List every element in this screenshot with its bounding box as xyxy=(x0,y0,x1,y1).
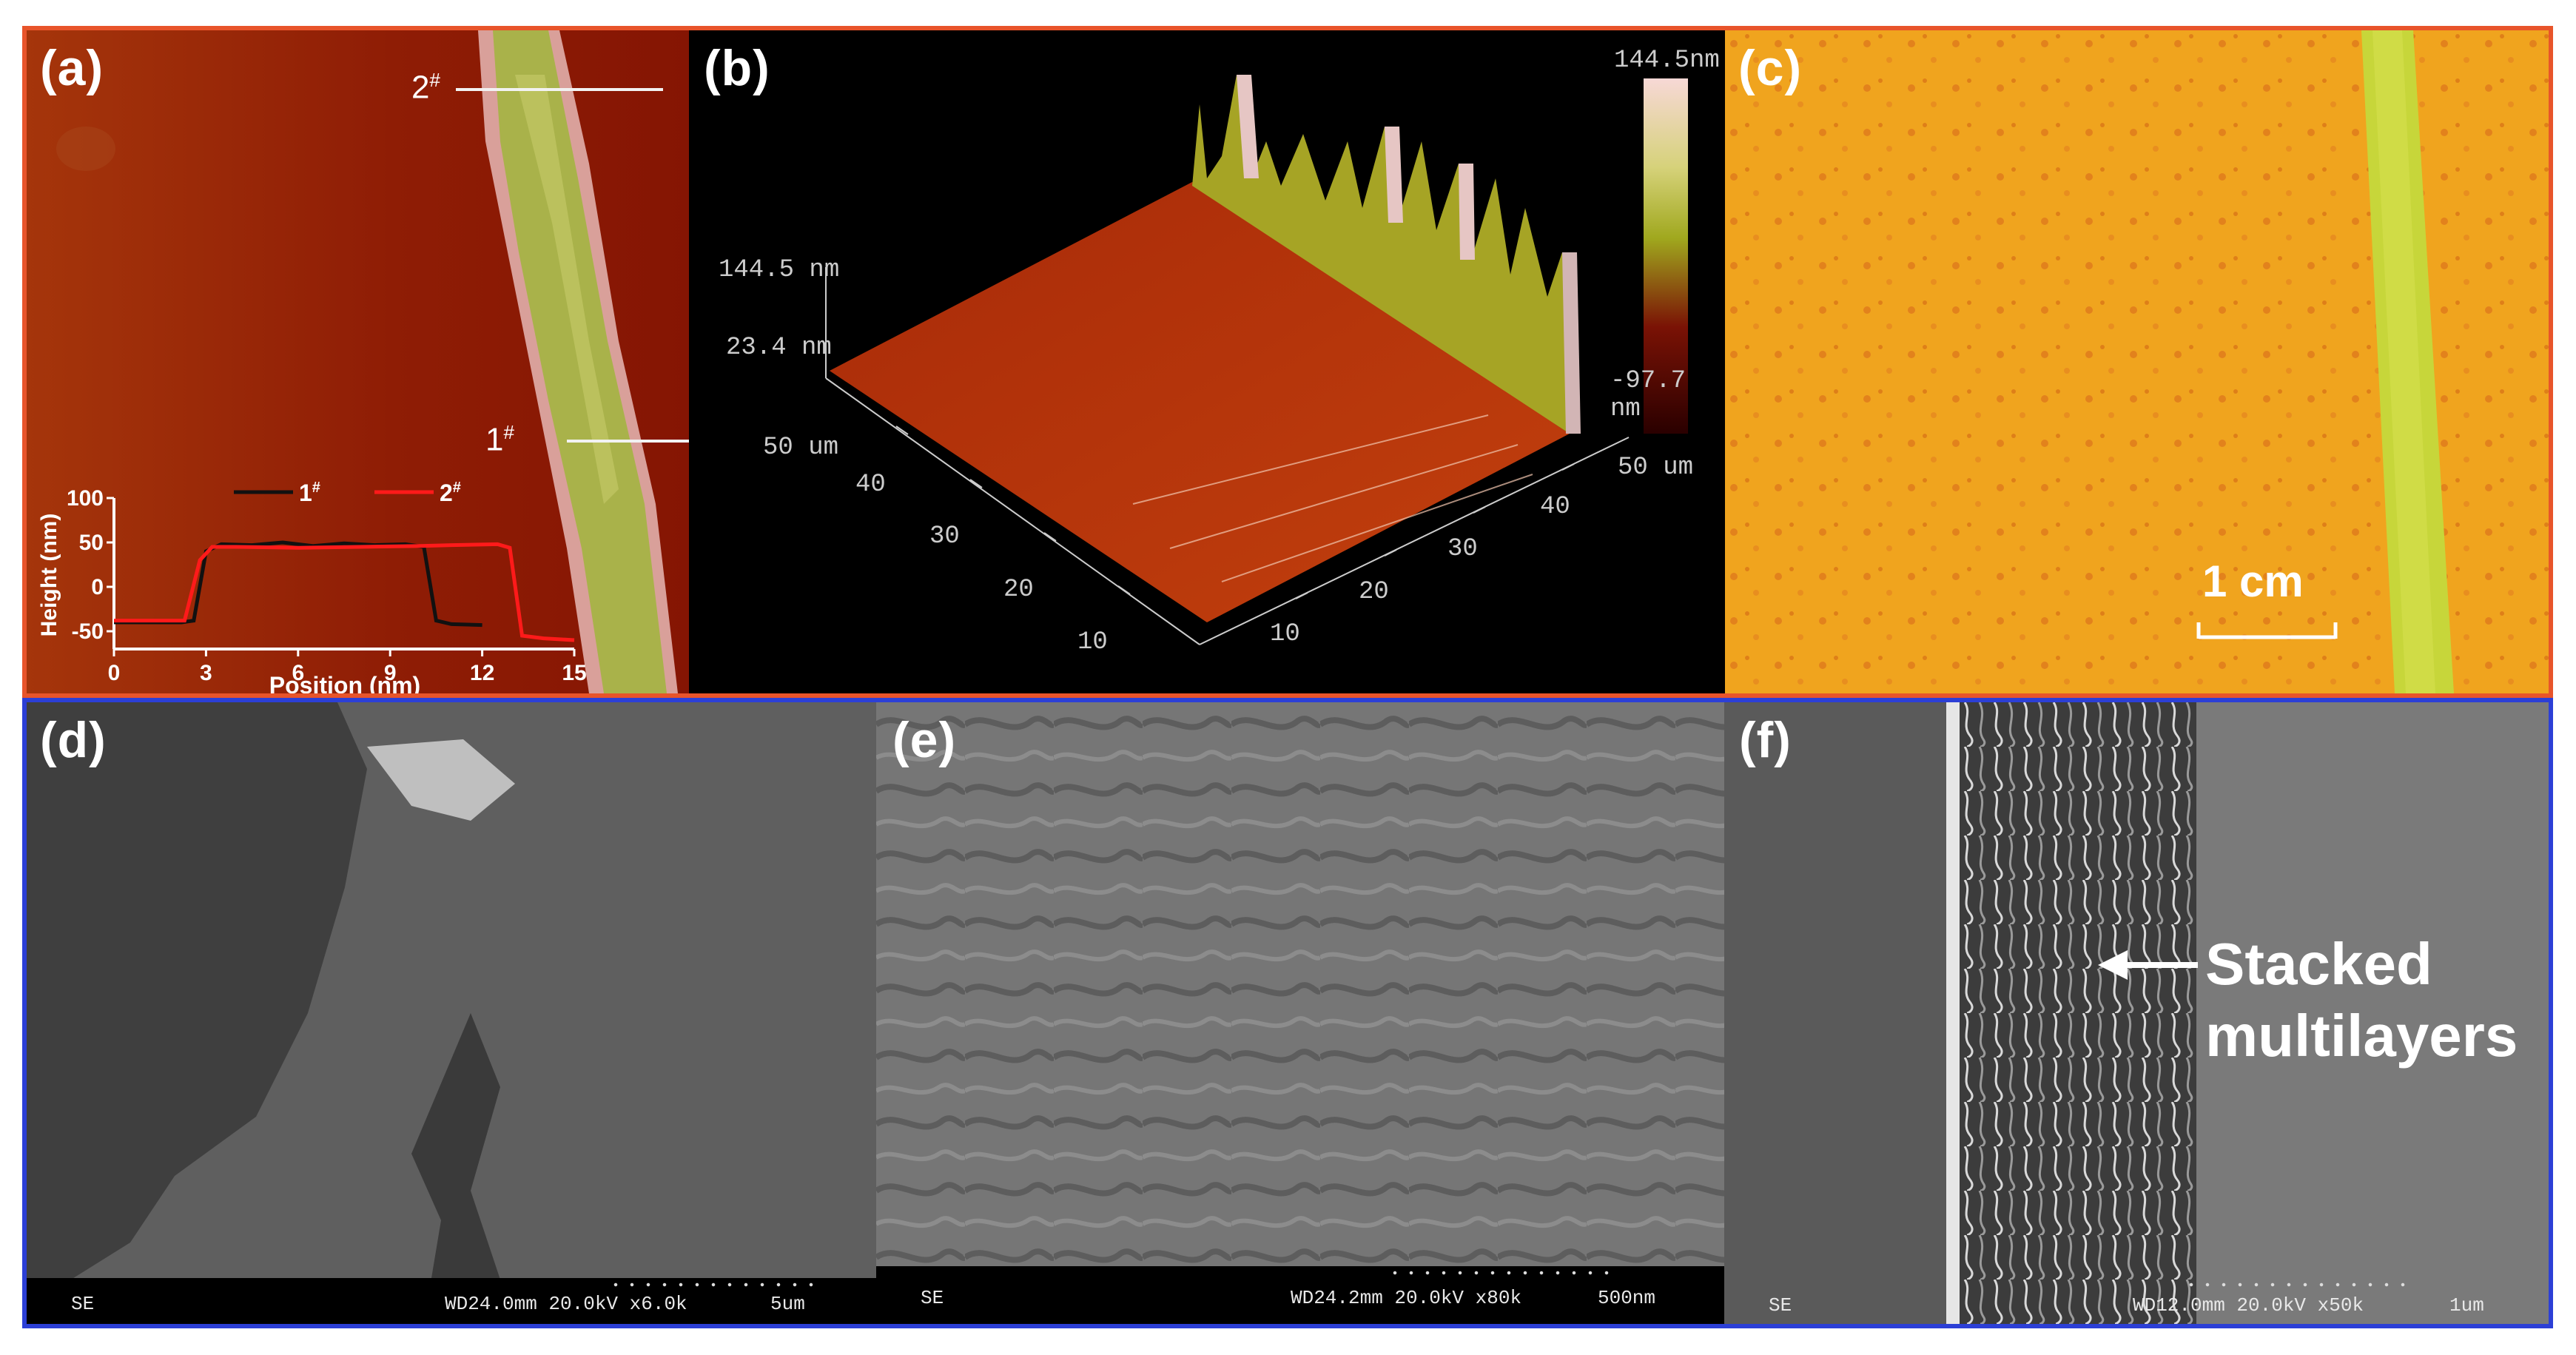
profile-series xyxy=(114,540,575,642)
scale-bar xyxy=(2196,622,2338,639)
annotation-line2: multilayers xyxy=(2205,1003,2518,1069)
afm-map-a xyxy=(27,30,689,693)
left-tick-30: 30 xyxy=(929,522,960,551)
sem-scale-f: 1um xyxy=(2449,1294,2484,1317)
sem-image-d xyxy=(27,702,876,1324)
arrow-icon xyxy=(2098,950,2198,980)
colorbar-min: -97.7 nm xyxy=(1610,367,1686,423)
legend-label-1: 1# xyxy=(299,480,320,506)
sem-info-f: WD12.0mm 20.0kV x50k xyxy=(2133,1294,2364,1317)
legend-label-2: 2# xyxy=(440,480,461,506)
optical-image-c xyxy=(1725,30,2549,693)
panel-e: (e) SE WD24.2mm 20.0kV x80k 500nm xyxy=(876,702,1724,1324)
series-line-2 xyxy=(114,542,575,642)
sem-scale-d: 5um xyxy=(770,1293,805,1315)
right-tick-10: 10 xyxy=(1270,620,1300,648)
left-axis-end: 50 um xyxy=(763,434,839,462)
right-tick-40: 40 xyxy=(1540,493,1570,521)
panel-a: (a) 2# 1# Height (nm) Position (nm) 100 5… xyxy=(27,30,689,693)
panel-e-label: (e) xyxy=(892,712,957,768)
y-ticks: 100 50 0 -50 xyxy=(67,486,114,644)
line-1-label: 1# xyxy=(485,421,514,458)
x-tick-label: 0 xyxy=(108,661,121,685)
panel-c-label: (c) xyxy=(1738,40,1803,96)
panel-b-label: (b) xyxy=(704,40,770,96)
colorbar xyxy=(1644,78,1688,434)
sem-mode-f: SE xyxy=(1769,1294,1792,1317)
sem-mode-d: SE xyxy=(71,1293,95,1315)
annotation-line1: Stacked xyxy=(2205,931,2432,997)
panel-d: (d) SE WD24.0mm 20.0kV x6.0k 5um xyxy=(27,702,876,1324)
legend: 1# 2# xyxy=(234,480,461,506)
panel-f-label: (f) xyxy=(1739,712,1792,768)
left-tick-20: 20 xyxy=(1003,576,1034,604)
right-tick-20: 20 xyxy=(1359,578,1389,606)
sem-image-e xyxy=(876,702,1724,1324)
line-2-label: 2# xyxy=(411,69,440,106)
x-tick-label: 15 xyxy=(562,661,586,685)
panel-d-label: (d) xyxy=(40,712,107,768)
y-tick-label: 100 xyxy=(67,486,104,511)
sem-info-bar-f: SE WD12.0mm 20.0kV x50k 1um xyxy=(1724,1278,2549,1324)
series-line-1 xyxy=(114,540,482,628)
sem-scale-e: 500nm xyxy=(1598,1287,1656,1309)
x-tick-label: 9 xyxy=(384,661,397,685)
panel-c: (c) 1 cm xyxy=(1725,30,2549,693)
left-tick-10: 10 xyxy=(1077,628,1108,656)
y-axis-label: Height (nm) xyxy=(37,514,61,637)
sem-info-e: WD24.2mm 20.0kV x80k xyxy=(1291,1287,1522,1309)
left-tick-40: 40 xyxy=(855,471,886,499)
panel-a-label: (a) xyxy=(40,40,104,96)
scale-dots-d xyxy=(608,1282,815,1287)
scale-dots-e xyxy=(1387,1271,1609,1275)
panel-b: (b) 144.5nm -97.7 nm 144.5 nm 23.4 nm 50… xyxy=(689,30,1725,693)
sem-mode-e: SE xyxy=(921,1287,944,1309)
z-top-label: 144.5 nm xyxy=(719,256,840,284)
y-tick-label: 0 xyxy=(91,575,104,599)
colorbar-max: 144.5nm xyxy=(1614,47,1720,75)
sem-image-f xyxy=(1724,702,2549,1324)
sem-info-d: WD24.0mm 20.0kV x6.0k xyxy=(445,1293,687,1315)
scale-bar-label: 1 cm xyxy=(2202,557,2304,606)
x-tick-label: 6 xyxy=(292,661,304,685)
y-tick-label: 50 xyxy=(79,531,104,555)
sem-info-bar-d: SE WD24.0mm 20.0kV x6.0k 5um xyxy=(27,1278,876,1324)
top-row-frame xyxy=(22,26,2553,698)
bottom-row-frame xyxy=(22,698,2553,1328)
panel-f: (f) Stacked multilayers SE WD12.0mm 20.0… xyxy=(1724,702,2549,1324)
z-mid-label: 23.4 nm xyxy=(726,334,832,362)
sem-info-bar-e: SE WD24.2mm 20.0kV x80k 500nm xyxy=(876,1266,1724,1324)
y-tick-label: -50 xyxy=(72,619,104,644)
afm-3d-plot xyxy=(825,75,1688,645)
x-axis-label: Position (nm) xyxy=(269,672,420,693)
right-axis-end: 50 um xyxy=(1618,454,1694,482)
x-ticks: 0 3 6 9 12 15 xyxy=(108,649,587,685)
x-tick-label: 12 xyxy=(470,661,494,685)
right-tick-30: 30 xyxy=(1447,535,1478,563)
x-tick-label: 3 xyxy=(200,661,212,685)
scale-dots-f xyxy=(2183,1282,2405,1287)
